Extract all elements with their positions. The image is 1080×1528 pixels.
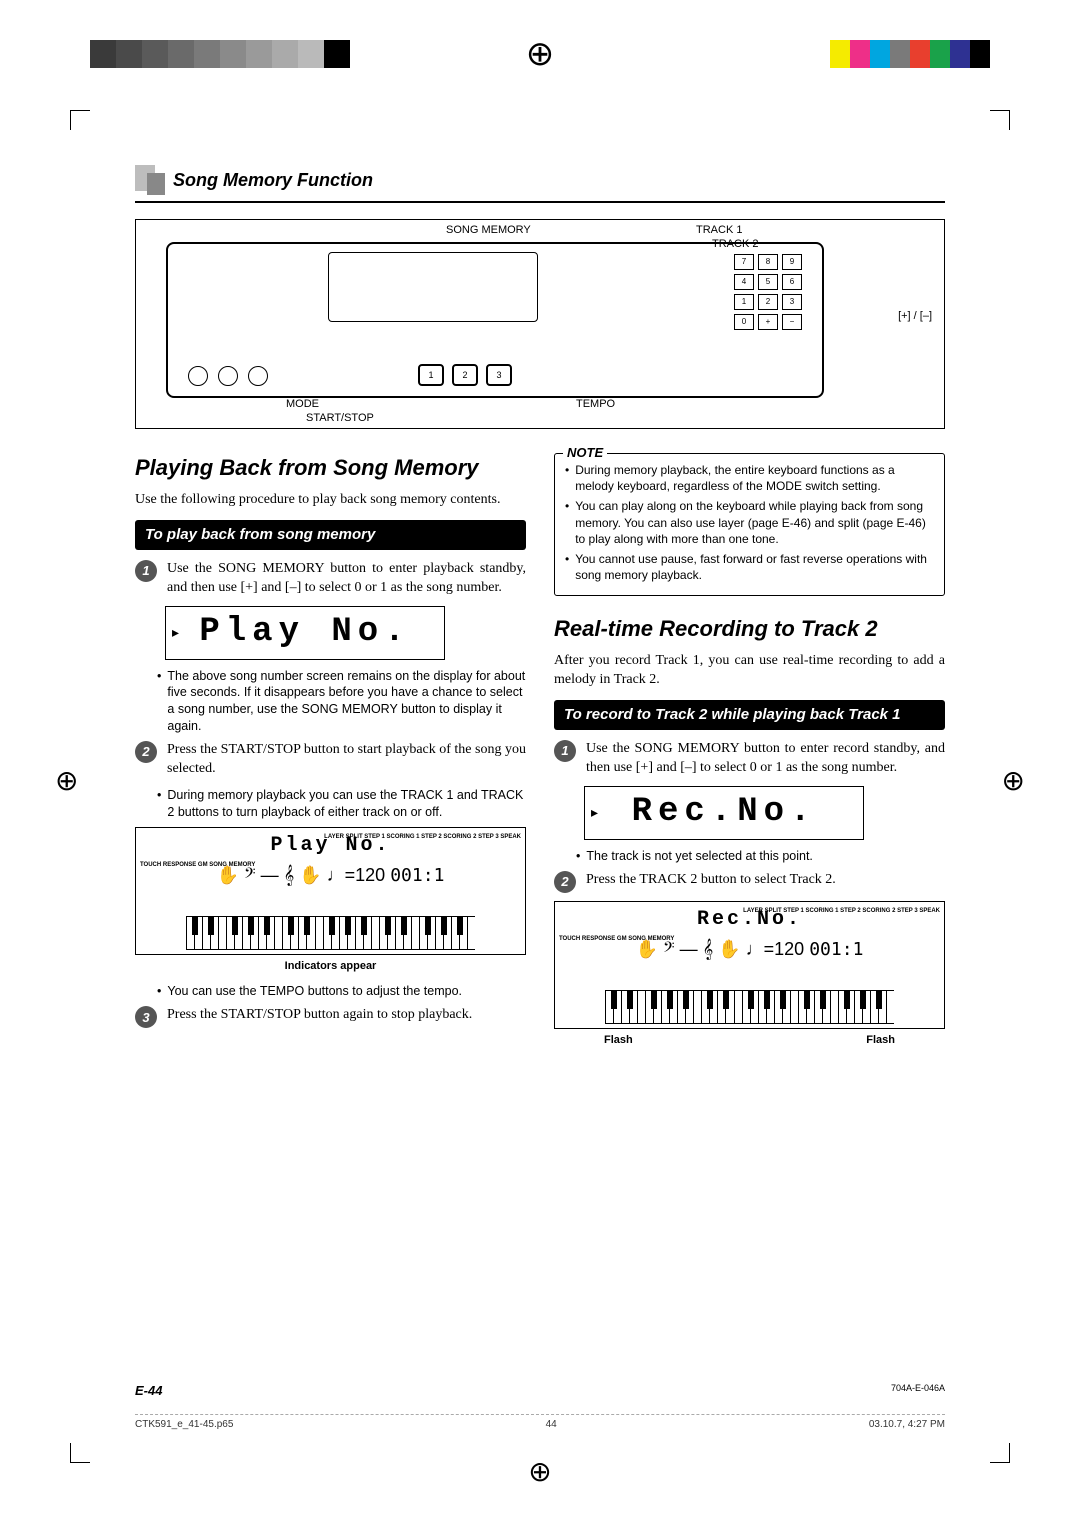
step-text: Press the START/STOP button again to sto… bbox=[167, 1006, 526, 1028]
right-column: NOTE During memory playback, the entire … bbox=[554, 453, 945, 1048]
page-header: Song Memory Function bbox=[135, 165, 945, 203]
step-number-icon: 2 bbox=[554, 871, 576, 893]
intro-text: Use the following procedure to play back… bbox=[135, 491, 526, 510]
slug-file: CTK591_e_41-45.p65 bbox=[135, 1419, 233, 1430]
note-text: You cannot use pause, fast forward or fa… bbox=[575, 551, 934, 583]
procedure-heading: To play back from song memory bbox=[135, 520, 526, 550]
procedure-heading: To record to Track 2 while playing back … bbox=[554, 700, 945, 730]
knob-row bbox=[188, 366, 268, 386]
crop-mark-icon bbox=[70, 110, 90, 130]
caption-flash: Flash bbox=[866, 1033, 895, 1048]
color-swatches bbox=[830, 40, 990, 68]
note-bullet: The above song number screen remains on … bbox=[135, 668, 526, 736]
page-footer: E-44 704A-E-046A bbox=[135, 1383, 945, 1398]
step-row: 3 Press the START/STOP button again to s… bbox=[135, 1006, 526, 1028]
section-heading: Playing Back from Song Memory bbox=[135, 453, 526, 483]
intro-text: After you record Track 1, you can use re… bbox=[554, 652, 945, 690]
lcd-text: Rec.No. bbox=[632, 790, 817, 836]
step-number-icon: 3 bbox=[135, 1006, 157, 1028]
step-row: 1 Use the SONG MEMORY button to enter re… bbox=[554, 740, 945, 778]
page-title: Song Memory Function bbox=[173, 170, 373, 191]
lcd-display: ▸ Rec.No. bbox=[584, 786, 864, 840]
mini-keyboard-icon bbox=[186, 916, 475, 950]
registration-cross-icon: ⊕ bbox=[55, 764, 78, 797]
label-start-stop: START/STOP bbox=[306, 412, 374, 424]
registration-cross-icon: ⊕ bbox=[528, 1455, 551, 1488]
lcd-left-labels: TOUCH RESPONSE GM SONG MEMORY bbox=[559, 936, 674, 944]
step-number-icon: 2 bbox=[135, 741, 157, 763]
note-box: NOTE During memory playback, the entire … bbox=[554, 453, 945, 596]
measure-value: 001:1 bbox=[809, 939, 863, 960]
bullet-text: The track is not yet selected at this po… bbox=[586, 848, 813, 865]
label-tempo: TEMPO bbox=[576, 398, 615, 410]
lcd-outline bbox=[328, 252, 538, 322]
note-item: You can play along on the keyboard while… bbox=[565, 498, 934, 547]
note-text: You can play along on the keyboard while… bbox=[575, 498, 934, 547]
measure-value: 001:1 bbox=[390, 865, 444, 886]
label-song-memory: SONG MEMORY bbox=[446, 224, 531, 236]
keyboard-panel-diagram: SONG MEMORY TRACK 1 TRACK 2 [+] / [–] MO… bbox=[135, 219, 945, 429]
bullet-text: During memory playback you can use the T… bbox=[167, 787, 526, 821]
step-text: Press the TRACK 2 button to select Track… bbox=[586, 871, 945, 893]
onetouch-buttons: 123 bbox=[418, 364, 512, 386]
bullet-text: The above song number screen remains on … bbox=[167, 668, 526, 736]
mini-keyboard-icon bbox=[605, 990, 894, 1024]
lcd-full-display: Play No. TOUCH RESPONSE GM SONG MEMORY L… bbox=[135, 827, 526, 955]
step-row: 2 Press the TRACK 2 button to select Tra… bbox=[554, 871, 945, 893]
note-text: During memory playback, the entire keybo… bbox=[575, 462, 934, 494]
lcd-text: Play No. bbox=[199, 610, 410, 656]
slug-line: CTK591_e_41-45.p65 44 03.10.7, 4:27 PM bbox=[135, 1414, 945, 1430]
note-item: You cannot use pause, fast forward or fa… bbox=[565, 551, 934, 583]
figure-caption-row: Flash Flash bbox=[554, 1033, 945, 1048]
slug-date: 03.10.7, 4:27 PM bbox=[869, 1419, 945, 1430]
lcd-display: ▸ Play No. bbox=[165, 606, 445, 660]
label-mode: MODE bbox=[286, 398, 319, 410]
grayscale-swatches bbox=[90, 40, 350, 68]
slug-page: 44 bbox=[546, 1419, 557, 1430]
keypad-outline: 7894561230+− bbox=[734, 254, 802, 330]
note-bullet: The track is not yet selected at this po… bbox=[554, 848, 945, 865]
lcd-right-labels: LAYER SPLIT STEP 1 SCORING 1 STEP 2 SCOR… bbox=[324, 834, 521, 842]
tempo-value: 120 bbox=[355, 865, 385, 885]
step-text: Press the START/STOP button to start pla… bbox=[167, 741, 526, 779]
registration-cross-icon: ⊕ bbox=[1002, 764, 1025, 797]
crop-mark-icon bbox=[990, 1443, 1010, 1463]
step-text: Use the SONG MEMORY button to enter reco… bbox=[586, 740, 945, 778]
lcd-full-display: Rec.No. TOUCH RESPONSE GM SONG MEMORY LA… bbox=[554, 901, 945, 1029]
page-content: Song Memory Function SONG MEMORY TRACK 1… bbox=[135, 165, 945, 1408]
step-number-icon: 1 bbox=[554, 740, 576, 762]
section-heading: Real-time Recording to Track 2 bbox=[554, 614, 945, 644]
bullet-text: You can use the TEMPO buttons to adjust … bbox=[167, 983, 462, 1000]
crop-mark-icon bbox=[70, 1443, 90, 1463]
caption-flash: Flash bbox=[604, 1033, 633, 1048]
left-column: Playing Back from Song Memory Use the fo… bbox=[135, 453, 526, 1048]
label-track1: TRACK 1 bbox=[696, 224, 742, 236]
step-text: Use the SONG MEMORY button to enter play… bbox=[167, 560, 526, 598]
note-bullet: During memory playback you can use the T… bbox=[135, 787, 526, 821]
flash-arrow-icon: ▸ bbox=[172, 623, 179, 642]
crop-mark-icon bbox=[990, 110, 1010, 130]
note-label: NOTE bbox=[563, 444, 607, 462]
document-code: 704A-E-046A bbox=[891, 1383, 945, 1398]
panel-outline: 7894561230+− 123 bbox=[166, 242, 824, 398]
lcd-right-labels: LAYER SPLIT STEP 1 SCORING 1 STEP 2 SCOR… bbox=[743, 908, 940, 916]
tempo-value: 120 bbox=[774, 939, 804, 959]
registration-cross-icon: ⊕ bbox=[526, 40, 555, 68]
flash-arrow-icon: ▸ bbox=[591, 803, 598, 822]
step-row: 1 Use the SONG MEMORY button to enter pl… bbox=[135, 560, 526, 598]
step-number-icon: 1 bbox=[135, 560, 157, 582]
header-decor-icon bbox=[135, 165, 165, 195]
label-plus-minus: [+] / [–] bbox=[898, 310, 932, 322]
page-number: E-44 bbox=[135, 1383, 162, 1398]
note-bullet: You can use the TEMPO buttons to adjust … bbox=[135, 983, 526, 1000]
lcd-left-labels: TOUCH RESPONSE GM SONG MEMORY bbox=[140, 862, 255, 870]
step-row: 2 Press the START/STOP button to start p… bbox=[135, 741, 526, 779]
figure-caption: Indicators appear bbox=[135, 959, 526, 974]
note-item: During memory playback, the entire keybo… bbox=[565, 462, 934, 494]
